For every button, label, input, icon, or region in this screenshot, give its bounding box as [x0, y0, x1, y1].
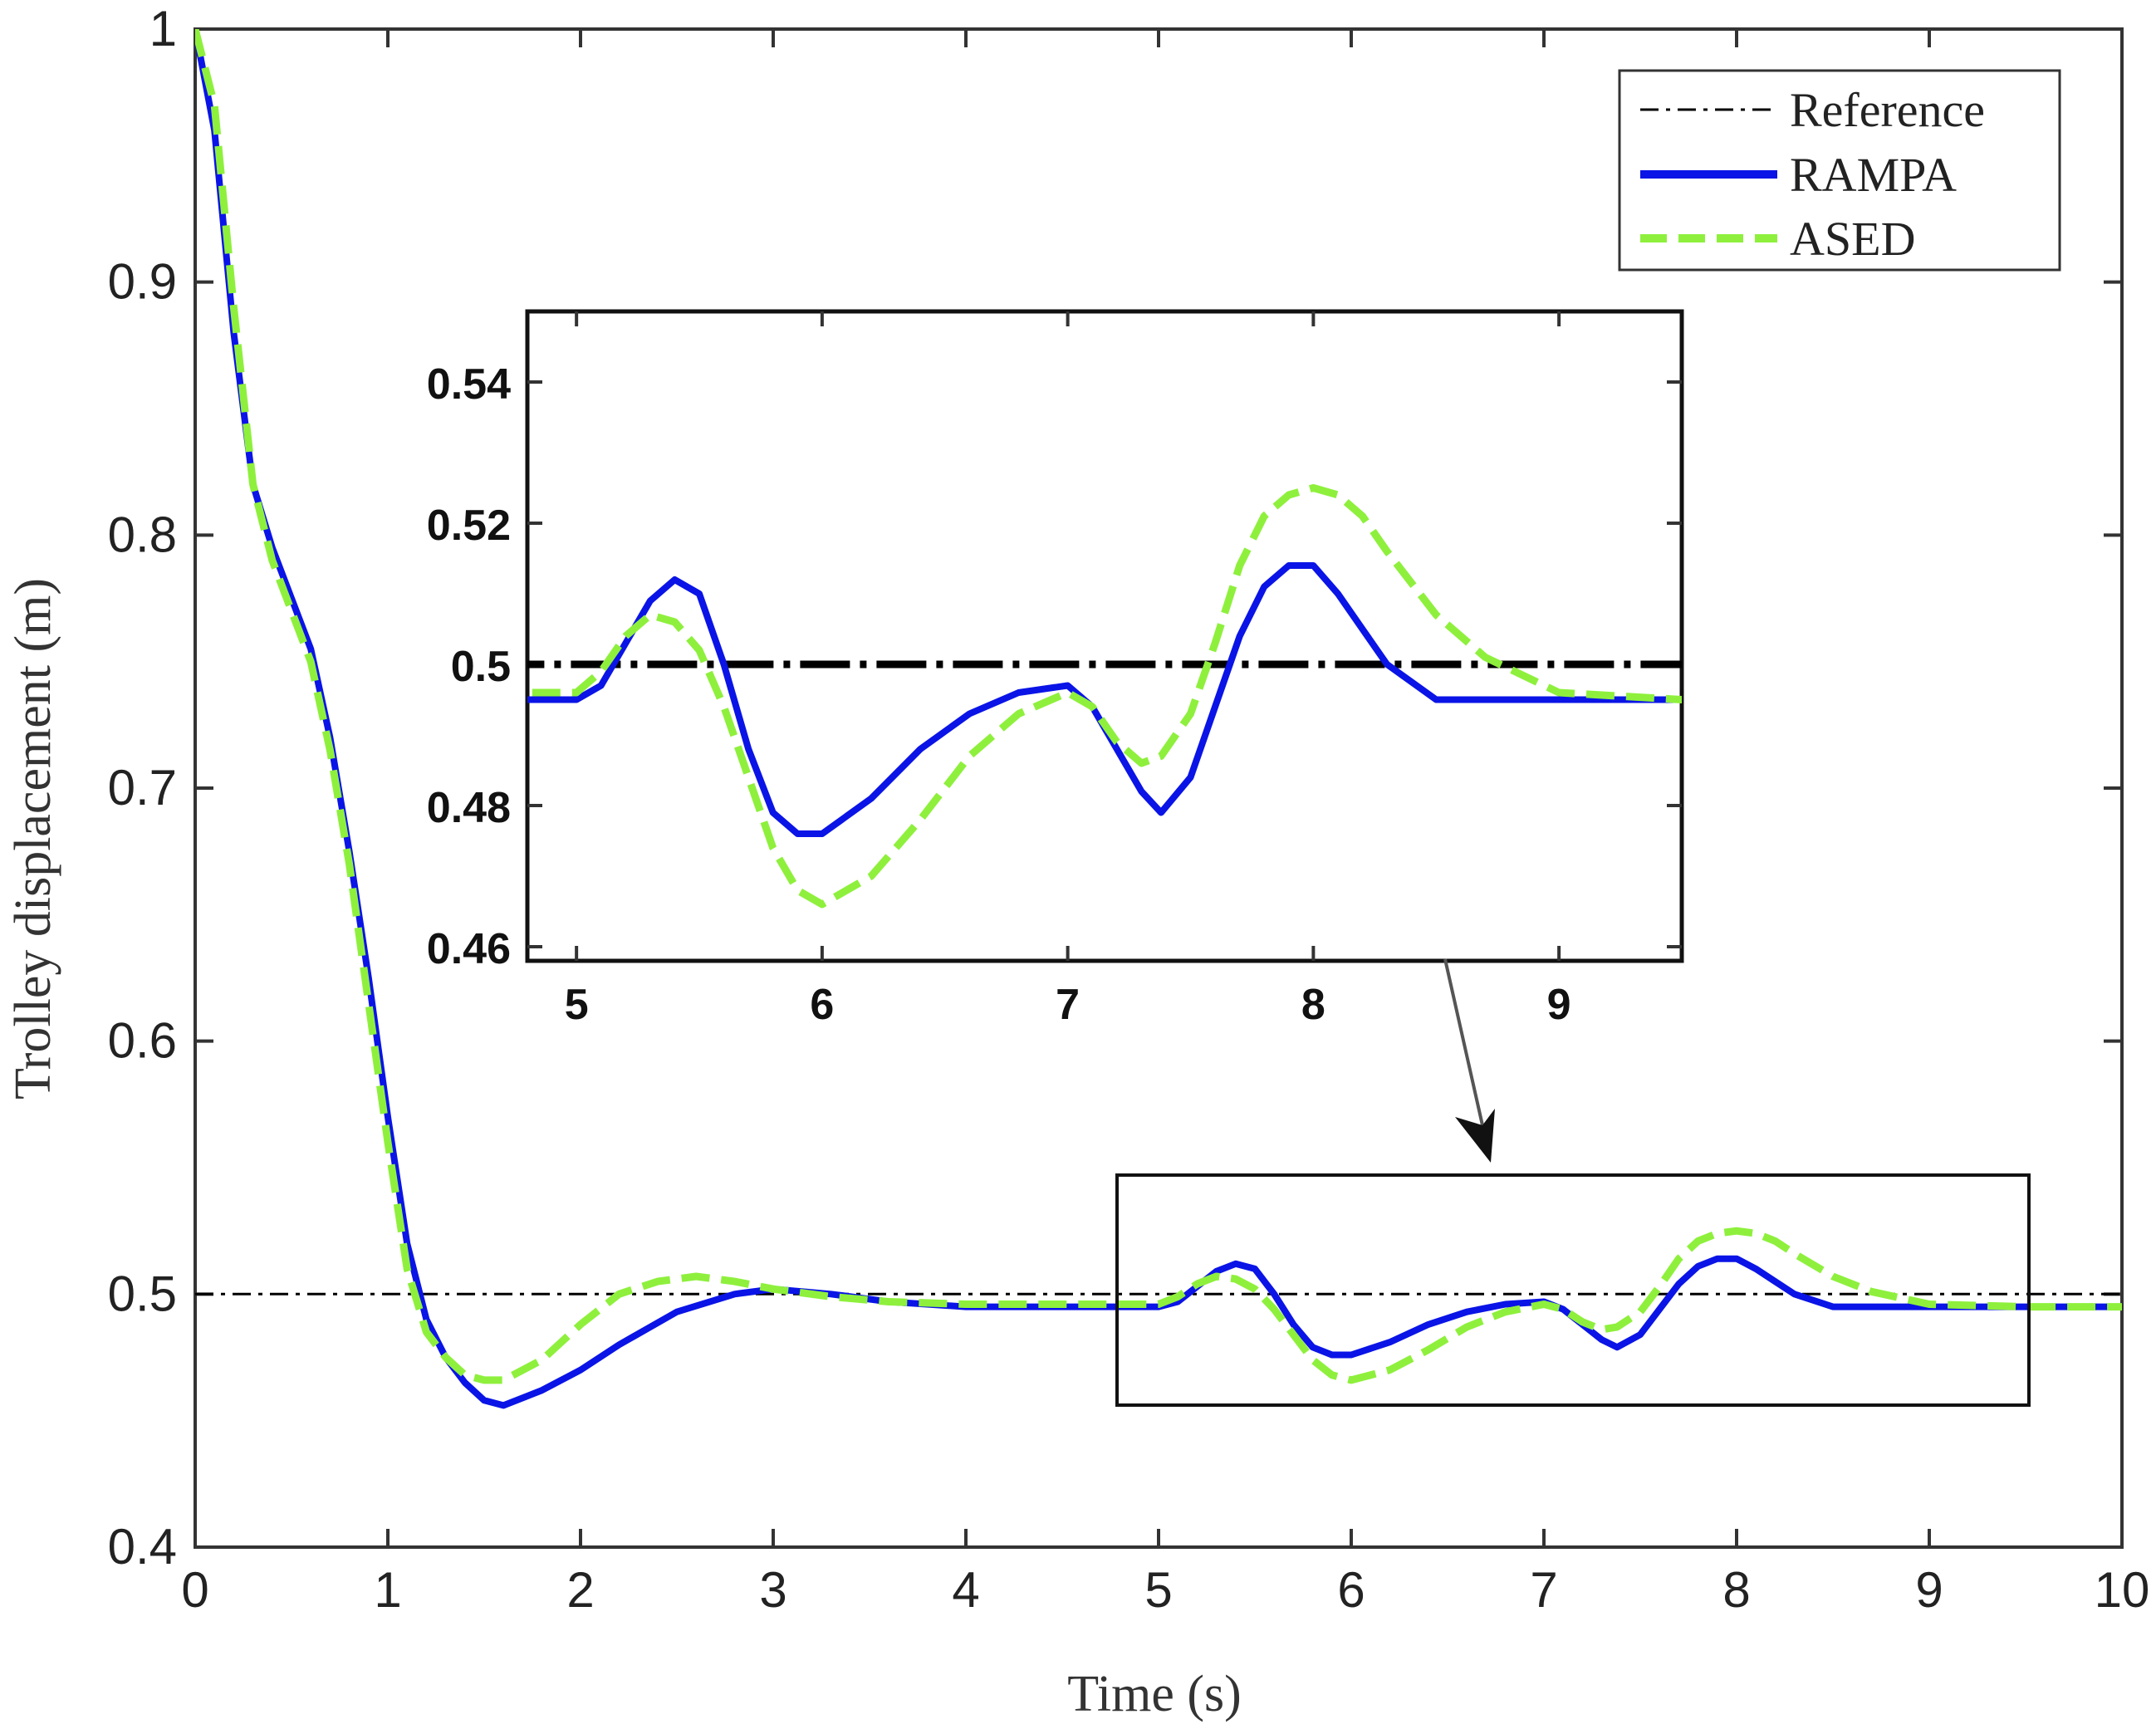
main-x-tick-label: 2	[566, 1562, 594, 1618]
main-y-tick-label: 0.8	[108, 507, 177, 562]
main-x-tick-label: 5	[1144, 1562, 1172, 1618]
main-y-tick-label: 0.6	[108, 1013, 177, 1069]
main-x-tick-label: 10	[2095, 1562, 2150, 1618]
main-y-tick-label: 0.5	[108, 1266, 177, 1321]
inset-y-tick-label: 0.52	[427, 502, 511, 550]
main-y-tick-label: 1	[149, 1, 177, 56]
legend-rampa-label: RAMPA	[1790, 148, 1957, 202]
inset-x-tick-label: 7	[1056, 981, 1080, 1029]
main-y-tick-label: 0.9	[108, 254, 177, 310]
main-ticks	[194, 27, 2124, 1549]
main-x-tick-label: 4	[952, 1562, 979, 1618]
main-x-tick-label: 3	[759, 1562, 786, 1618]
y-axis-title: Trolley displacement (m)	[5, 578, 61, 1100]
zoom-arrow	[1443, 958, 1495, 1163]
inset-x-tick-label: 6	[810, 981, 834, 1029]
inset-y-tick-label: 0.48	[427, 784, 511, 832]
x-axis-title: Time (s)	[1067, 1666, 1242, 1722]
inset-x-tick-label: 5	[565, 981, 589, 1029]
inset-axes-box	[525, 309, 1684, 963]
main-x-tick-label: 1	[374, 1562, 401, 1618]
main-series-ased	[195, 29, 2122, 1384]
main-y-tick-label: 0.7	[108, 760, 177, 816]
inset-y-tick-label: 0.5	[451, 643, 511, 691]
inset-y-tick-label: 0.54	[427, 360, 511, 409]
inset-x-tick-label: 8	[1301, 981, 1325, 1029]
inset-tick-labels: 5 6 7 8 9 0.46 0.48 0.5 0.52 0.54	[427, 360, 1571, 1029]
inset-x-tick-label: 9	[1547, 981, 1571, 1029]
zoom-arrow-shaft	[1443, 958, 1484, 1126]
zoom-region-box	[1115, 1173, 2031, 1407]
main-x-tick-label: 8	[1722, 1562, 1750, 1618]
inset-y-tick-label: 0.46	[427, 925, 511, 973]
zoom-arrow-head	[1455, 1109, 1495, 1163]
inset-plot: 5 6 7 8 9 0.46 0.48 0.5 0.52 0.54	[427, 309, 1684, 1029]
inset-series	[527, 484, 1682, 909]
main-x-tick-label: 9	[1915, 1562, 1943, 1618]
inset-series-ased	[527, 484, 1682, 909]
main-x-tick-label: 6	[1337, 1562, 1365, 1618]
legend: Reference RAMPA ASED	[1618, 69, 2061, 272]
main-x-tick-label: 0	[181, 1562, 208, 1618]
legend-reference-label: Reference	[1790, 83, 1985, 137]
main-series	[195, 29, 2122, 1409]
legend-ased-label: ASED	[1790, 212, 1915, 266]
main-x-tick-label: 7	[1530, 1562, 1557, 1618]
main-y-tick-label: 0.4	[108, 1519, 177, 1575]
main-tick-labels: 0 1 2 3 4 5 6 7 8 9 10 0.4 0.5 0.6 0.7 0.8 0.9 1	[108, 1, 2150, 1618]
